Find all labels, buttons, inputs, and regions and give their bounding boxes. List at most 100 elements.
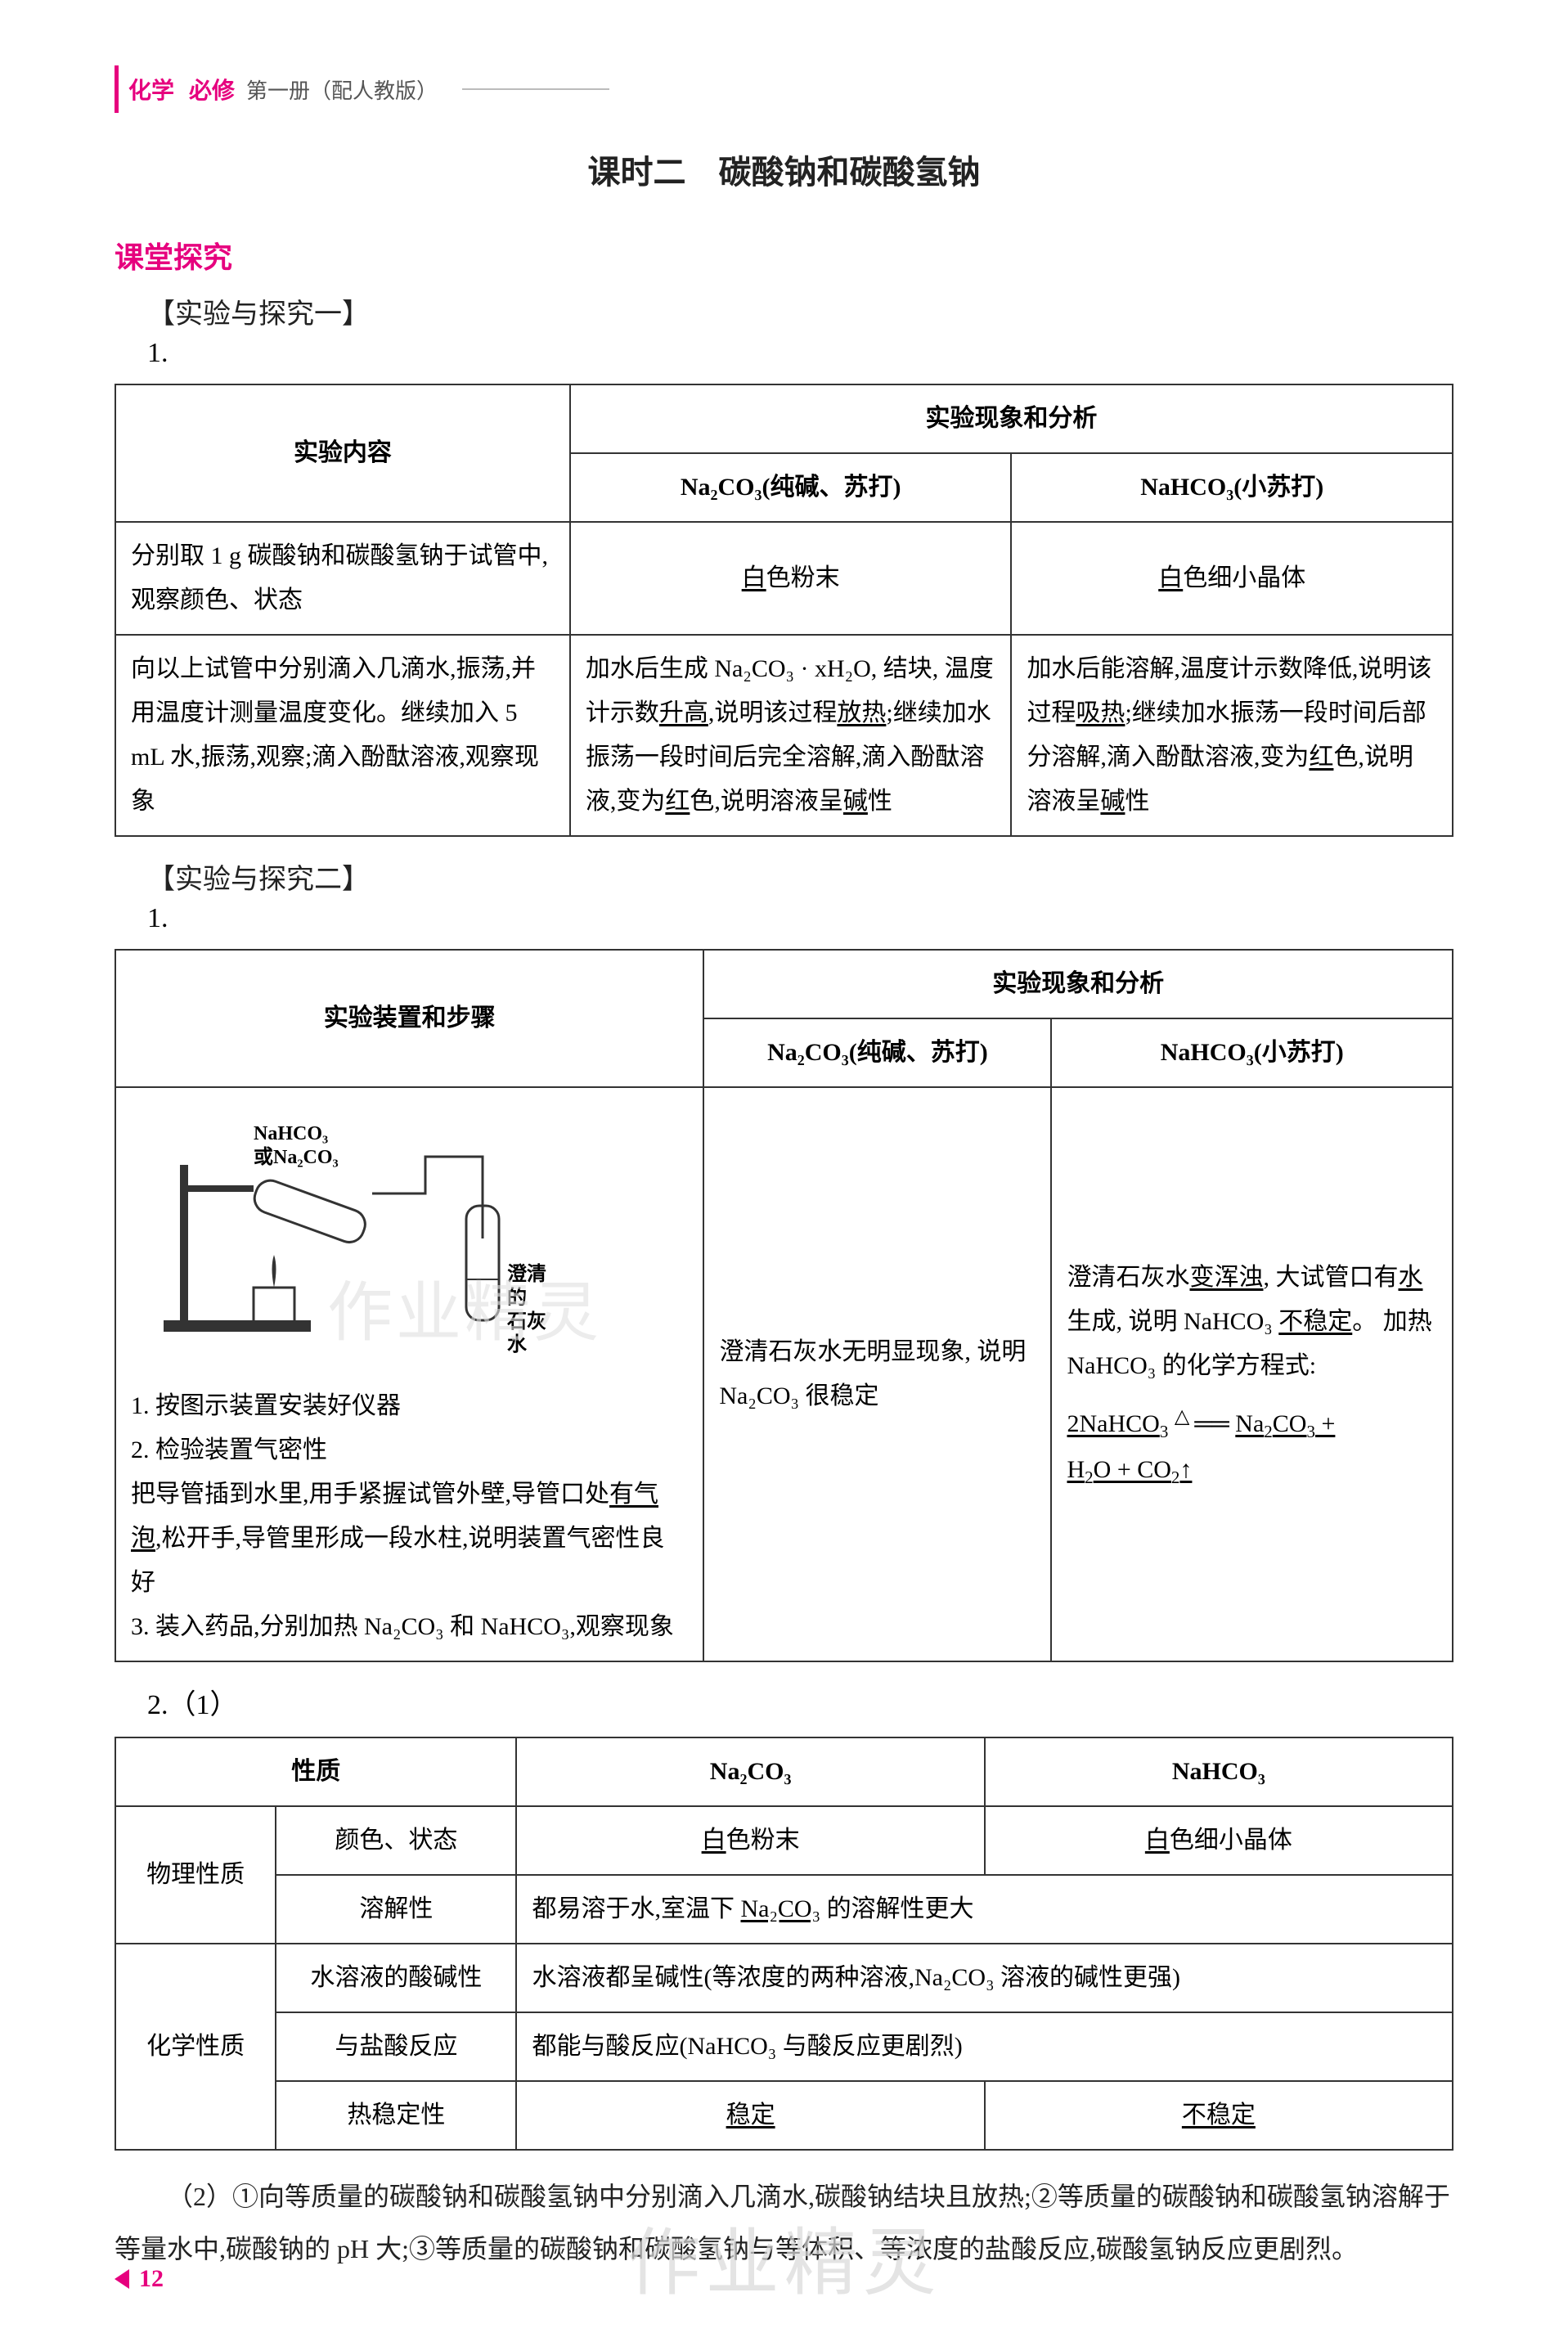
t2-col-b: NaHCO₃(小苏打) (1051, 1018, 1453, 1087)
t2-cell-a: 澄清石灰水无明显现象, 说明 Na₂CO₃ 很稳定 (703, 1087, 1051, 1661)
page-triangle-icon (115, 2269, 129, 2289)
apparatus-diagram: NaHCO₃ 或Na₂CO₃ 澄清的 石灰水 (131, 1108, 556, 1368)
t2-b-eq-3: H2O + CO2↑ (1067, 1456, 1192, 1483)
t2-left-cell: NaHCO₃ 或Na₂CO₃ 澄清的 石灰水 1. 按图示装置安装好仪器 2. … (115, 1087, 703, 1661)
properties-table: 性质 Na₂CO₃ NaHCO₃ 物理性质 颜色、状态 白色粉末 白色细小晶体 … (115, 1737, 1453, 2151)
t3-r1a-post: 色粉末 (726, 1827, 800, 1854)
t1-r2-a-u2: 放热 (837, 699, 886, 726)
t3-h3: NaHCO₃ (985, 1737, 1453, 1806)
experiment2-table: 实验装置和步骤 实验现象和分析 Na₂CO₃(纯碱、苏打) NaHCO₃(小苏打… (115, 949, 1453, 1662)
t2-head-right: 实验现象和分析 (703, 950, 1453, 1018)
t1-r1-a: 白色粉末 (570, 522, 1012, 635)
t3-r5a: 稳定 (516, 2081, 984, 2150)
t2-head-left: 实验装置和步骤 (115, 950, 703, 1087)
t1-r1-b-post: 色细小晶体 (1183, 564, 1305, 591)
page-container: 化学 必修 第一册（配人教版） 课时二 碳酸钠和碳酸氢钠 课堂探究 【实验与探究… (0, 0, 1568, 2342)
t1-r2-b: 加水后能溶解,温度计示数降低,说明该过程吸热;继续加水振荡一段时间后部分溶解,滴… (1011, 635, 1453, 836)
t3-g2: 化学性质 (115, 1944, 276, 2150)
t2-b-3: 生成, 说明 NaHCO₃ (1067, 1308, 1278, 1335)
paragraph-2: （2）①向等质量的碳酸钠和碳酸氢钠中分别滴入几滴水,碳酸钠结块且放热;②等质量的… (115, 2170, 1453, 2275)
t2-b-u2: 水 (1398, 1264, 1422, 1291)
t1-r2-b-u3: 碱 (1100, 788, 1125, 815)
page-footer: 12 (115, 2265, 164, 2293)
t3-r5: 热稳定性 (276, 2081, 516, 2150)
t2-step4: 3. 装入药品,分别加热 Na₂CO₃ 和 NaHCO₃,观察现象 (131, 1605, 688, 1649)
num2-1: 2.（1） (147, 1682, 1453, 1722)
t2-b-1: 澄清石灰水 (1067, 1264, 1189, 1291)
t1-r2-a-u3: 红 (665, 788, 690, 815)
t1-r2-a-2: ,说明该过程 (708, 699, 838, 726)
experiment1-heading: 【实验与探究一】 (147, 291, 1453, 331)
t3-r2v: 都易溶于水,室温下 Na₂CO₃ 的溶解性更大 (516, 1875, 1453, 1944)
t3-r5b-u: 不稳定 (1182, 2102, 1256, 2128)
apparatus-svg (131, 1108, 556, 1353)
t1-r2-a-5: 性 (868, 788, 892, 815)
t1-col-b: NaHCO₃(小苏打) (1011, 453, 1453, 522)
t1-head-right: 实验现象和分析 (570, 384, 1453, 453)
t1-r1-left: 分别取 1 g 碳酸钠和碳酸氢钠于试管中,观察颜色、状态 (115, 522, 570, 635)
lesson-title: 课时二 碳酸钠和碳酸氢钠 (115, 146, 1453, 193)
experiment2-heading: 【实验与探究二】 (147, 856, 1453, 897)
t1-r2-b-u2: 红 (1309, 744, 1333, 771)
header-divider (462, 88, 609, 90)
t1-r2-a-4: 色,说明溶液呈 (690, 788, 843, 815)
t3-r4v: 都能与酸反应(NaHCO₃ 与酸反应更剧烈) (516, 2012, 1453, 2081)
header-rest: 第一册（配人教版） (246, 74, 438, 105)
t1-r2-a-u4: 碱 (843, 788, 868, 815)
diagram-label-reagent: NaHCO₃ 或Na₂CO₃ (254, 1122, 339, 1170)
t1-head-left: 实验内容 (115, 384, 570, 522)
t3-g1: 物理性质 (115, 1806, 276, 1944)
t2-b-2: , 大试管口有 (1263, 1264, 1398, 1291)
t1-col-a: Na₂CO₃(纯碱、苏打) (570, 453, 1012, 522)
t3-r1a-u: 白 (702, 1827, 726, 1854)
t3-r1b: 白色细小晶体 (985, 1806, 1453, 1875)
t3-r1a: 白色粉末 (516, 1806, 984, 1875)
t1-r1-b-u: 白 (1158, 564, 1183, 591)
t1-r1-a-post: 色粉末 (766, 564, 840, 591)
t3-r1b-u: 白 (1145, 1827, 1170, 1854)
t1-r2-left: 向以上试管中分别滴入几滴水,振荡,并用温度计测量温度变化。继续加入 5 mL 水… (115, 635, 570, 836)
t3-r2v-u: Na₂CO₃ (740, 1895, 820, 1922)
t2-cell-b: 澄清石灰水变浑浊, 大试管口有水生成, 说明 NaHCO₃ 不稳定。 加热 Na… (1051, 1087, 1453, 1661)
diagram-label3: 澄清的 (507, 1264, 546, 1309)
t3-r5a-u: 稳定 (726, 2102, 775, 2128)
t2-step3b: ,松开手,导管里形成一段水柱,说明装置气密性良好 (131, 1525, 665, 1596)
t3-r2v-1: 都易溶于水,室温下 (532, 1895, 740, 1922)
diagram-label4: 石灰水 (507, 1311, 546, 1356)
t2-b-u3: 不稳定 (1278, 1308, 1352, 1335)
t3-r1b-post: 色细小晶体 (1170, 1827, 1292, 1854)
exp2-number: 1. (147, 903, 1453, 934)
diagram-label2: 或Na₂CO₃ (254, 1147, 339, 1168)
t1-r2-a-u1: 升高 (659, 699, 708, 726)
t3-h2: Na₂CO₃ (516, 1737, 984, 1806)
t2-step3: 把导管插到水里,用手紧握试管外壁,导管口处有气泡,松开手,导管里形成一段水柱,说… (131, 1472, 688, 1605)
header-subject: 化学 (128, 73, 174, 106)
t3-h1: 性质 (115, 1737, 516, 1806)
t3-r2: 溶解性 (276, 1875, 516, 1944)
t1-r2-a: 加水后生成 Na₂CO₃ · xH₂O, 结块, 温度计示数升高,说明该过程放热… (570, 635, 1012, 836)
t2-step3a: 把导管插到水里,用手紧握试管外壁,导管口处 (131, 1481, 609, 1508)
section-heading: 课堂探究 (115, 234, 1453, 276)
experiment1-table: 实验内容 实验现象和分析 Na₂CO₃(纯碱、苏打) NaHCO₃(小苏打) 分… (115, 384, 1453, 837)
t2-step1: 1. 按图示装置安装好仪器 (131, 1384, 688, 1428)
header-book: 必修 (189, 73, 235, 106)
t3-r3: 水溶液的酸碱性 (276, 1944, 516, 2012)
t3-r5b: 不稳定 (985, 2081, 1453, 2150)
t2-col-a: Na₂CO₃(纯碱、苏打) (703, 1018, 1051, 1087)
diagram-label-limewater: 澄清的 石灰水 (507, 1263, 556, 1357)
t3-r3v: 水溶液都呈碱性(等浓度的两种溶液,Na₂CO₃ 溶液的碱性更强) (516, 1944, 1453, 2012)
diagram-label1: NaHCO₃ (254, 1123, 328, 1144)
t1-r2-b-u1: 吸热 (1076, 699, 1125, 726)
page-number: 12 (139, 2265, 164, 2293)
t2-step2: 2. 检验装置气密性 (131, 1428, 688, 1472)
t3-r4: 与盐酸反应 (276, 2012, 516, 2081)
t3-r2v-2: 的溶解性更大 (820, 1895, 974, 1922)
t2-b-eq-1: 2NaHCO3 (1067, 1410, 1168, 1437)
t2-b-eq: 2NaHCO3 △ ══ Na2CO3 + H2O + CO2↑ (1067, 1400, 1437, 1494)
t1-r1-b: 白色细小晶体 (1011, 522, 1453, 635)
t2-b-u1: 变浑浊 (1189, 1264, 1263, 1291)
delta-icon: △ (1175, 1406, 1194, 1427)
t1-r2-b-4: 性 (1125, 788, 1149, 815)
page-header: 化学 必修 第一册（配人教版） (115, 65, 1453, 113)
t1-r1-a-u: 白 (742, 564, 766, 591)
